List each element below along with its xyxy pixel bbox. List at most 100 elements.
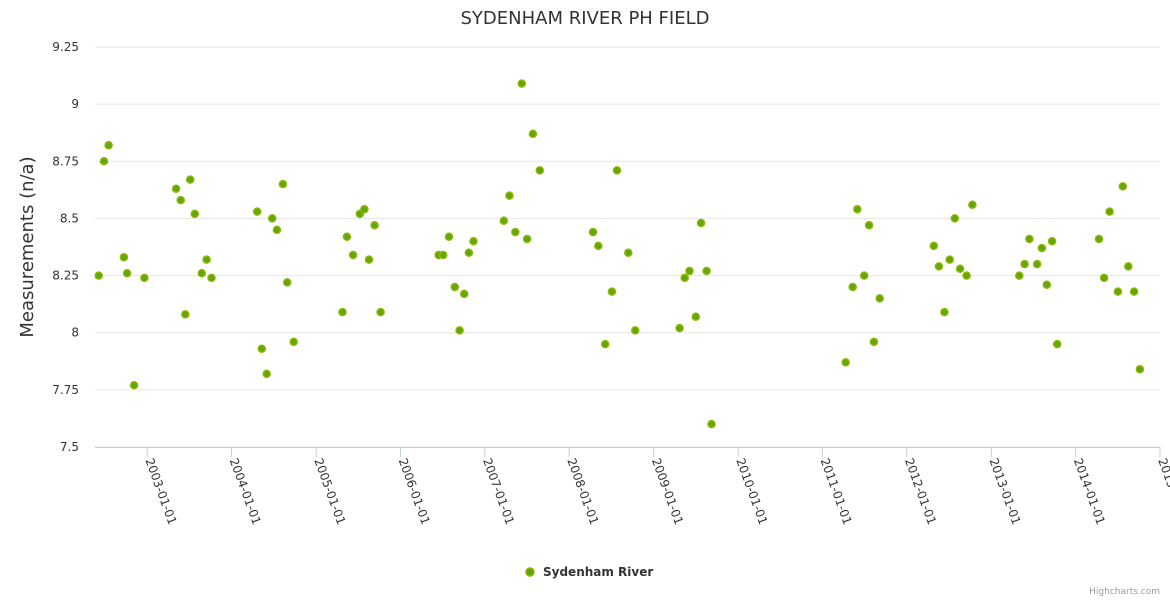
data-point[interactable] [104,141,113,150]
data-point[interactable] [707,419,716,429]
data-point[interactable] [950,214,960,223]
data-point[interactable] [364,255,374,264]
data-point[interactable] [202,255,211,264]
data-point[interactable] [190,209,200,219]
credit-text[interactable]: Highcharts.com [1089,587,1160,597]
data-point[interactable] [1052,339,1062,349]
data-point[interactable] [630,326,640,335]
data-point[interactable] [129,381,139,390]
data-point[interactable] [282,278,292,287]
data-point[interactable] [945,255,954,264]
data-point[interactable] [469,237,478,246]
data-point[interactable] [841,358,850,367]
data-point[interactable] [338,307,347,317]
data-point[interactable] [685,266,694,276]
data-point[interactable] [594,241,603,251]
data-point[interactable] [119,253,129,262]
data-point[interactable] [499,216,509,225]
data-point[interactable] [207,273,216,283]
data-point[interactable] [875,294,884,303]
data-point[interactable] [1025,234,1034,244]
data-point[interactable] [171,184,181,193]
data-point[interactable] [859,271,869,280]
data-point[interactable] [680,273,689,283]
data-point[interactable] [140,273,149,283]
data-point[interactable] [588,227,598,237]
data-point[interactable] [1135,365,1145,374]
data-point[interactable] [99,157,109,166]
data-point[interactable] [1118,182,1128,191]
data-point[interactable] [1105,207,1114,216]
data-point[interactable] [702,266,711,276]
data-point[interactable] [869,337,879,347]
data-point[interactable] [1037,243,1047,253]
data-point[interactable] [517,79,527,88]
data-point[interactable] [181,310,190,319]
data-point[interactable] [1099,273,1109,283]
data-point[interactable] [522,234,532,244]
data-point[interactable] [450,282,460,292]
data-point[interactable] [675,323,684,333]
data-point[interactable] [511,227,520,237]
data-point[interactable] [968,200,977,209]
data-point[interactable] [1124,262,1133,271]
x-tick-label: 2013-01-01 [987,456,1024,526]
data-point[interactable] [535,166,545,175]
data-point[interactable] [853,205,862,214]
data-point[interactable] [262,369,271,379]
data-point[interactable] [1047,237,1057,246]
data-point[interactable] [444,232,454,241]
legend[interactable]: Sydenham River [525,565,653,579]
data-point[interactable] [1020,259,1029,269]
data-point[interactable] [94,271,103,280]
data-point[interactable] [185,175,195,184]
data-point[interactable] [962,271,971,280]
data-point[interactable] [607,287,617,296]
y-axis-ticks: 7.5 7.75 8 8.25 8.5 8.75 9 9.25 [52,40,79,454]
data-point[interactable] [197,269,207,278]
data-point[interactable] [1032,259,1042,269]
data-point[interactable] [528,129,538,139]
data-point[interactable] [370,221,379,230]
data-point[interactable] [696,218,706,228]
data-point[interactable] [1015,271,1024,280]
data-point[interactable] [342,232,352,241]
data-point[interactable] [1113,287,1123,296]
data-point[interactable] [348,250,358,260]
data-point[interactable] [624,248,633,257]
data-point[interactable] [122,269,132,278]
data-point[interactable] [176,195,185,205]
data-point[interactable] [376,307,385,317]
data-point[interactable] [612,166,622,175]
data-point[interactable] [459,289,469,299]
data-point[interactable] [929,241,939,251]
data-point[interactable] [438,250,448,260]
data-point[interactable] [278,179,288,189]
data-point[interactable] [691,312,701,321]
data-point[interactable] [864,221,874,230]
x-tick-label: 2010-01-01 [733,456,770,526]
data-point[interactable] [289,337,298,347]
data-point[interactable] [252,207,262,216]
x-tick-label: 2006-01-01 [396,456,433,526]
data-point[interactable] [257,344,267,353]
data-point[interactable] [505,191,514,200]
data-point[interactable] [272,225,282,235]
data-point[interactable] [1129,287,1139,296]
legend-label: Sydenham River [543,565,653,579]
data-point[interactable] [955,264,965,273]
x-tick-label: 2008-01-01 [564,456,601,526]
data-point[interactable] [1094,234,1104,244]
data-point[interactable] [267,214,277,223]
data-point[interactable] [464,248,474,257]
data-point[interactable] [455,326,464,335]
data-point[interactable] [934,262,944,271]
data-point[interactable] [848,282,857,292]
data-point[interactable] [1042,280,1052,289]
data-point[interactable] [360,205,369,214]
y-tick-label: 9 [71,97,79,111]
data-point[interactable] [600,339,610,349]
data-point[interactable] [940,307,949,317]
